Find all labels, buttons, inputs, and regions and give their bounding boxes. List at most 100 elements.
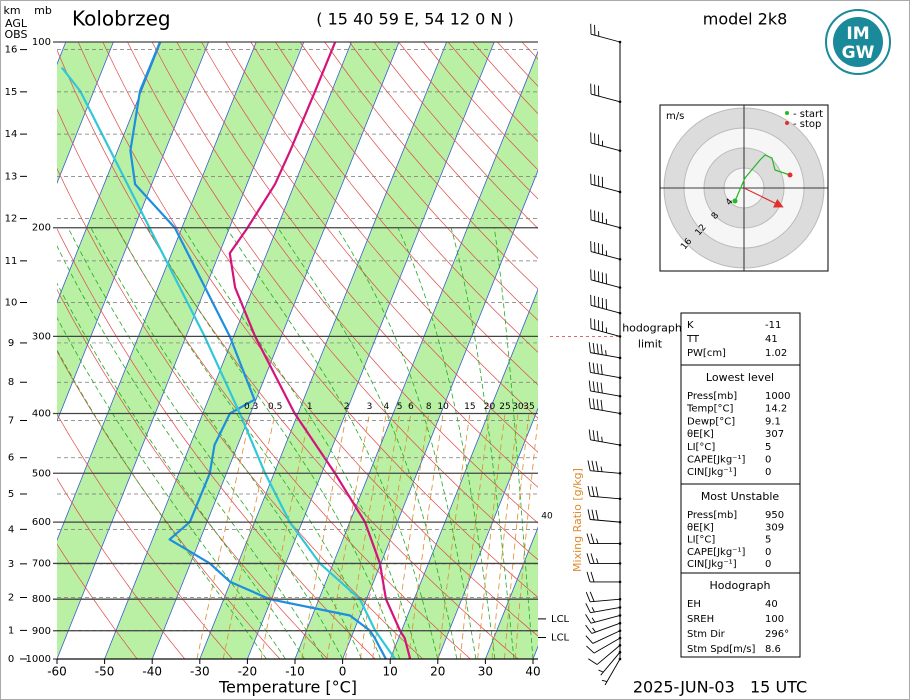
barb-half-feather	[591, 617, 596, 623]
mixing-ratio-label: 10	[437, 402, 449, 412]
barb-base	[618, 520, 622, 524]
pressure-tick-label: 400	[32, 408, 51, 419]
barb-staff	[590, 519, 621, 523]
mixing-ratio-label: 3	[367, 402, 373, 412]
barb-staff	[590, 251, 621, 260]
barb-feather	[586, 553, 591, 564]
isotherm	[57, 42, 257, 542]
isotherm	[199, 42, 447, 659]
legend-start-dot	[785, 111, 789, 115]
barb-staff	[590, 372, 621, 379]
pressure-tick-label: 500	[32, 468, 51, 479]
index-name: CAPE[Jkg⁻¹]	[687, 547, 745, 558]
index-value: 100	[765, 614, 784, 625]
barb-feather	[588, 397, 591, 409]
moist-adiabat	[90, 227, 362, 659]
barb-feather	[600, 399, 603, 411]
pressure-tick-label: 300	[32, 331, 51, 342]
barb-feather	[595, 509, 599, 521]
mixing-ratio-label: 8	[426, 402, 432, 412]
barb-feather	[595, 461, 599, 472]
dry-adiabat	[57, 228, 376, 659]
index-name: Dewp[°C]	[687, 416, 735, 427]
mixing-ratio-label: 2	[344, 402, 350, 412]
height-tick-label: 4	[8, 524, 14, 535]
barb-staff	[600, 651, 621, 676]
barb-half-feather	[591, 607, 595, 613]
dry-adiabat	[57, 288, 328, 659]
logo-disc	[833, 17, 883, 67]
index-name: EH	[687, 599, 701, 610]
barb-feather	[600, 344, 603, 355]
isotherm	[437, 407, 538, 659]
dry-adiabat	[250, 42, 538, 386]
dry-adiabat	[57, 543, 138, 659]
index-value: 950	[765, 510, 784, 521]
pressure-tick-label: 700	[32, 558, 51, 569]
barb-base	[618, 443, 622, 447]
wind-barb	[590, 173, 622, 194]
barb-half-feather	[601, 436, 603, 442]
barb-feather	[585, 635, 594, 644]
storm-motion-arrow	[743, 187, 784, 208]
legend-start: - start	[793, 109, 823, 120]
barb-staff	[590, 33, 621, 43]
barb-base	[618, 650, 622, 654]
index-name: CAPE[Jkg⁻¹]	[687, 455, 745, 466]
index-name: PW[cm]	[687, 348, 726, 359]
barb-base	[618, 636, 622, 640]
mixing-ratio-title: Mixing Ratio [g/kg]	[571, 468, 584, 572]
barb-feather	[590, 571, 595, 583]
hodograph-ring-label: 8	[710, 211, 722, 222]
barb-base	[618, 606, 622, 609]
index-value: 296°	[765, 629, 789, 640]
barb-feather	[600, 364, 603, 375]
x-tick-label: 0	[339, 665, 347, 679]
index-value: 9.1	[765, 416, 781, 427]
barb-base	[618, 497, 622, 501]
dry-adiabat	[57, 477, 186, 659]
barb-feather	[592, 342, 595, 354]
barb-staff	[590, 607, 621, 614]
barb-base	[618, 643, 622, 647]
dry-adiabat	[324, 42, 538, 290]
dry-adiabat	[299, 42, 538, 321]
wind-barb	[585, 614, 622, 624]
index-name: CIN[Jkg⁻¹]	[687, 559, 737, 570]
dry-adiabat	[57, 350, 281, 659]
mixing-ratio-label: 20	[484, 402, 496, 412]
index-name: LI[°C]	[687, 535, 715, 546]
index-name: CIN[Jkg⁻¹]	[687, 467, 737, 478]
barb-base	[618, 657, 622, 661]
logo-text: IM	[846, 24, 869, 44]
x-tick-label: -10	[285, 665, 305, 679]
index-name: Stm Dir	[687, 629, 726, 640]
mixing-ratio-label: 15	[464, 402, 475, 412]
barb-half-feather	[596, 558, 599, 564]
index-name: LI[°C]	[687, 442, 715, 453]
barb-base	[618, 257, 622, 261]
timestamp: 2025-JUN-03 15 UTC	[633, 678, 807, 697]
index-name: TT	[686, 334, 700, 345]
barb-feather	[590, 553, 595, 564]
mixing-ratio-label: 40	[541, 512, 553, 522]
height-tick-label: 3	[8, 559, 14, 570]
x-axis-label: Temperature [°C]	[218, 678, 357, 697]
dry-adiabat	[225, 42, 538, 419]
barb-staff	[590, 183, 621, 193]
dry-adiabat	[57, 108, 471, 659]
barb-base	[618, 335, 622, 338]
index-name: Temp[°C]	[686, 404, 734, 415]
legend-stop: - stop	[793, 119, 821, 130]
pressure-unit: mb	[34, 4, 52, 17]
x-tick-label: -50	[95, 665, 115, 679]
x-tick-label: -20	[238, 665, 258, 679]
barb-feather	[589, 591, 595, 602]
wind-barb	[588, 342, 622, 360]
barb-feather	[591, 460, 595, 472]
height-tick-label: 14	[5, 129, 18, 140]
barb-feather	[586, 533, 591, 544]
barb-staff	[590, 219, 621, 229]
height-tick-label: 2	[8, 593, 14, 604]
height-tick-label: 16	[5, 45, 18, 56]
